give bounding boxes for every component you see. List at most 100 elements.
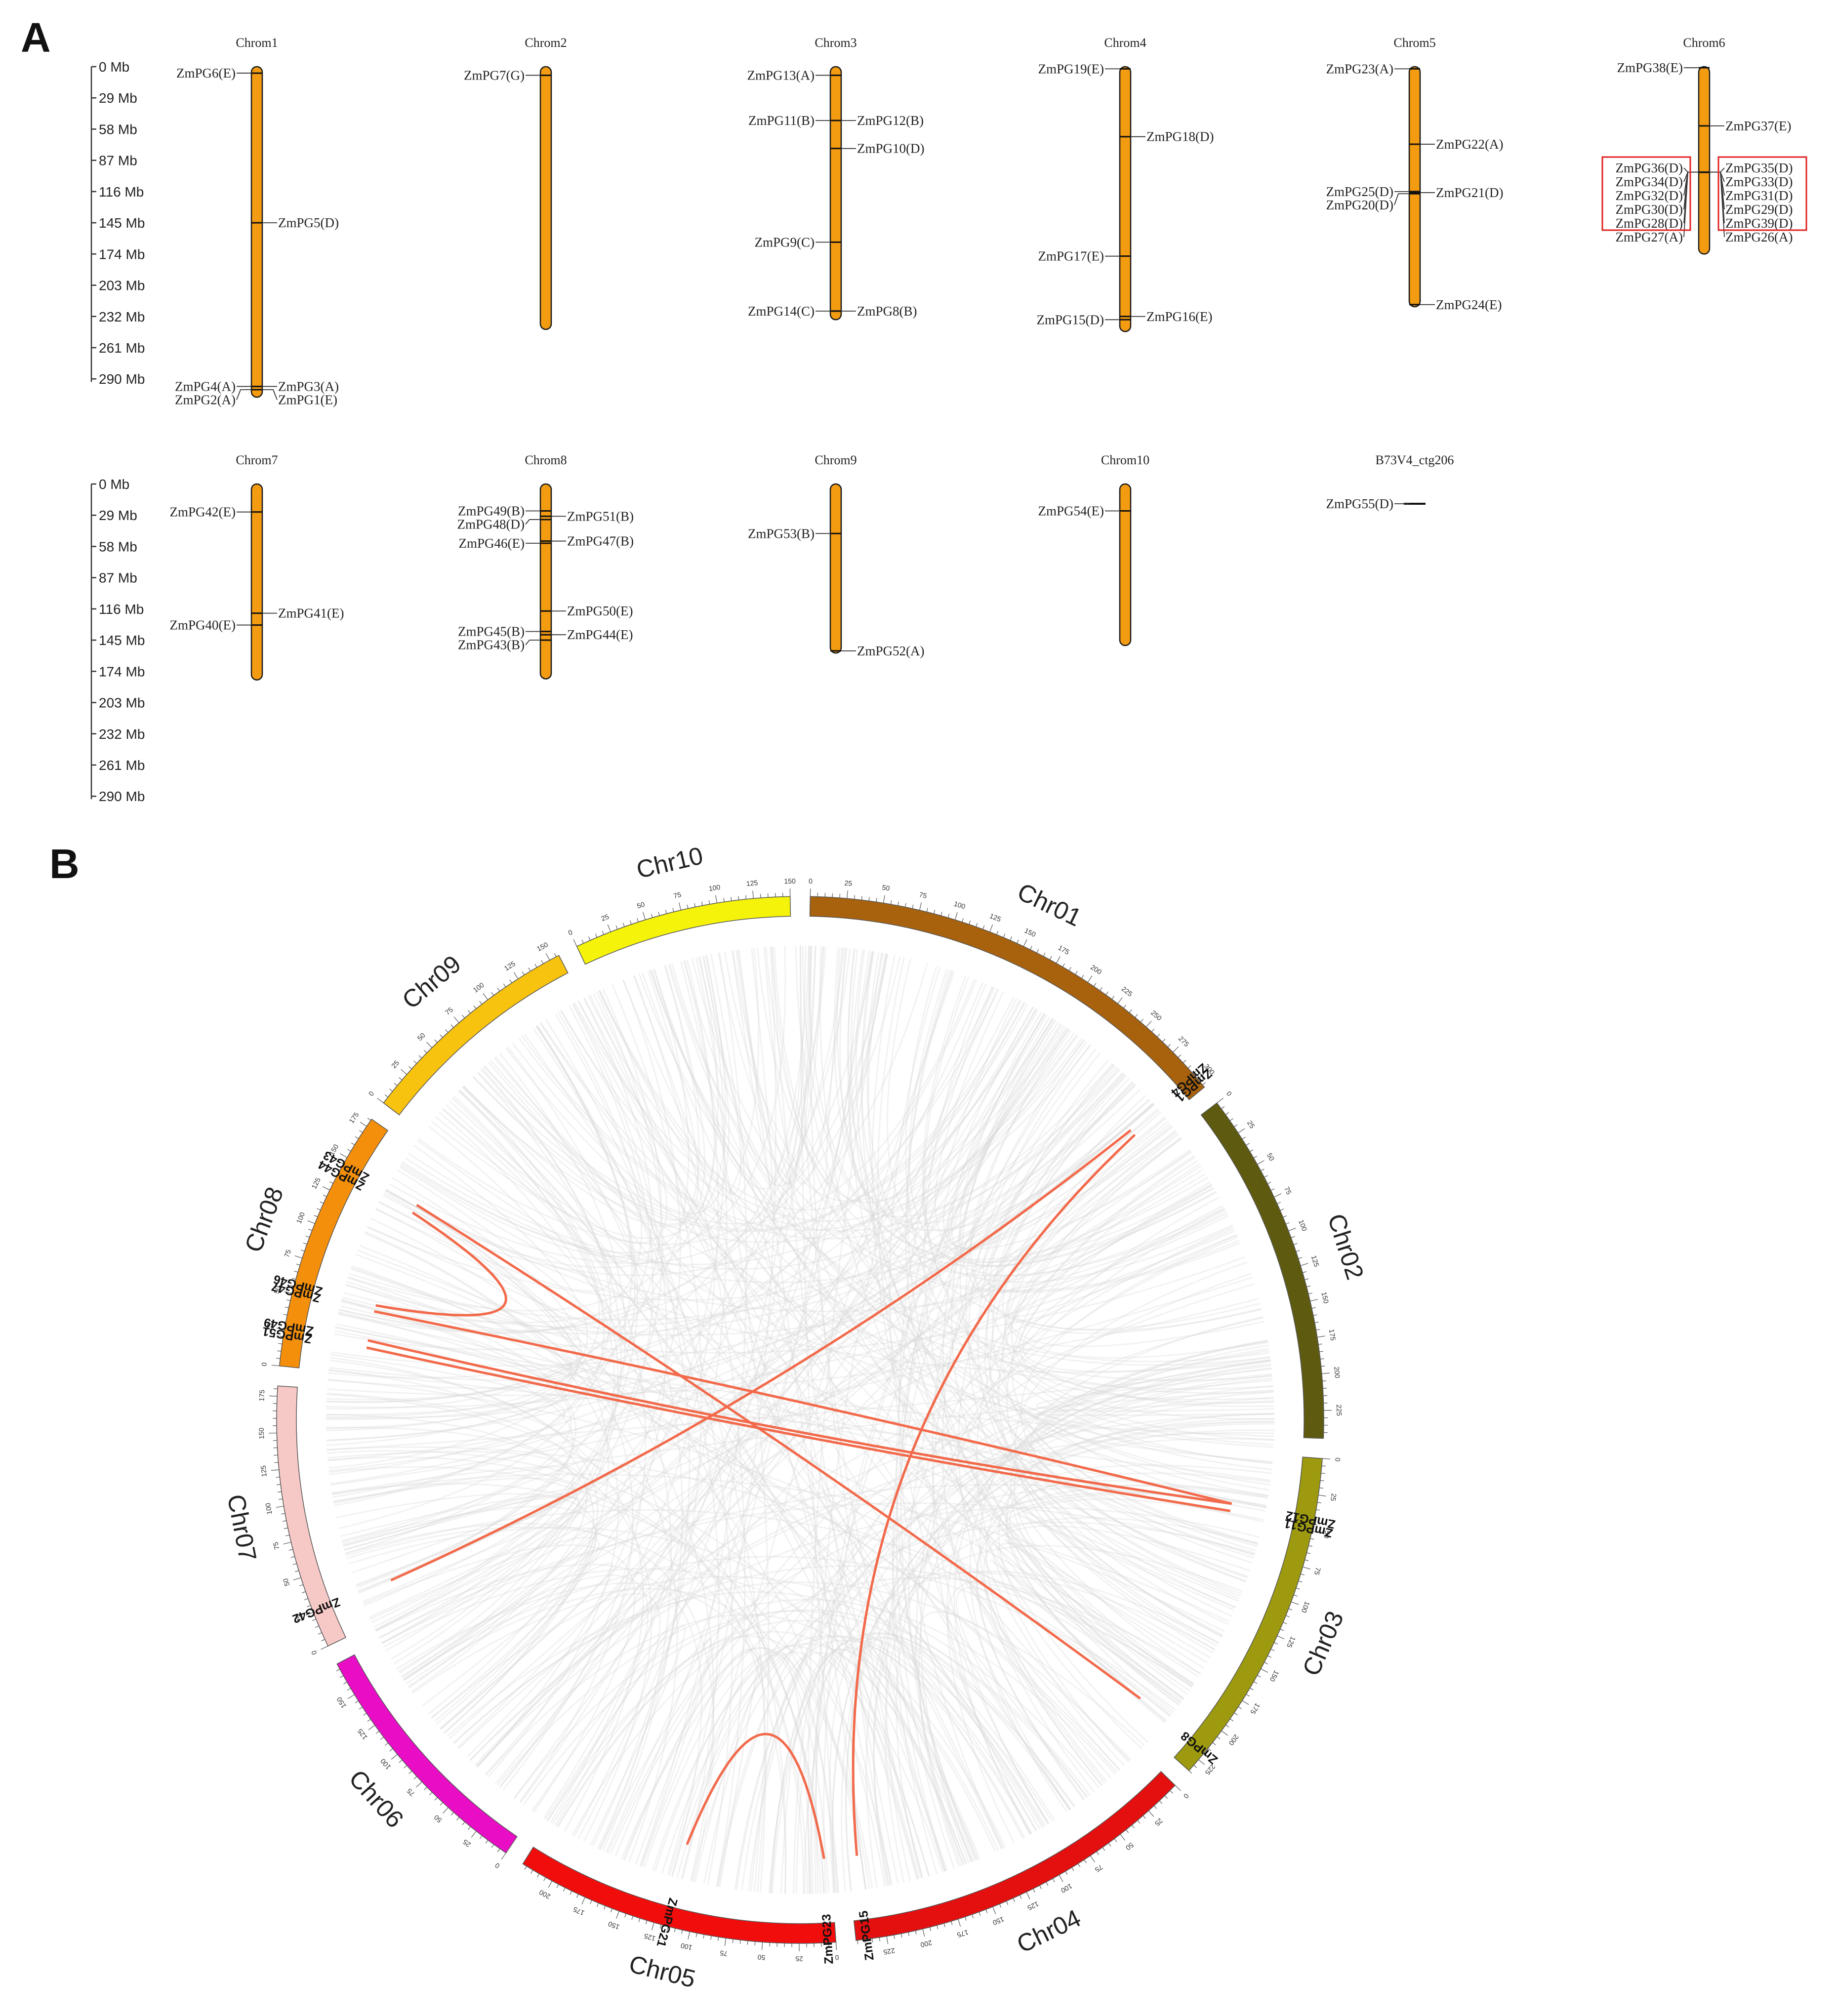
chromosome-title: B73V4_ctg206 <box>1376 453 1454 467</box>
arc-tick <box>1192 1071 1196 1074</box>
arc-tick <box>607 924 611 932</box>
background-link <box>1022 1205 1270 1372</box>
background-link <box>405 1130 1177 1283</box>
background-link <box>327 1450 944 1873</box>
gene-label: ZmPG18(D) <box>1146 129 1214 144</box>
arc-tick <box>295 1570 299 1572</box>
arc-tick-label: 225 <box>1335 1405 1343 1416</box>
background-link <box>898 987 1003 1850</box>
gene-label: ZmPG20(D) <box>1326 198 1394 212</box>
background-link <box>845 1413 1274 1892</box>
arc-tick-label: 200 <box>1333 1366 1342 1378</box>
gene-label: ZmPG46(E) <box>459 536 525 551</box>
gene-label: ZmPG27(A) <box>1616 230 1683 244</box>
arc-tick <box>473 1005 477 1009</box>
arc-tick <box>1229 1118 1233 1121</box>
background-link <box>335 1326 1274 1437</box>
gene-label: ZmPG48(D) <box>457 517 525 532</box>
background-link <box>499 959 719 1787</box>
arc-tick <box>900 1934 902 1938</box>
background-link <box>518 1038 1126 1240</box>
arc-tick-label: 25 <box>294 1613 304 1623</box>
background-link <box>989 1094 1223 1637</box>
arc-tick-label: 25 <box>390 1059 401 1070</box>
arc-tick <box>1305 1278 1309 1280</box>
arc-tick <box>1322 1458 1331 1459</box>
arc-tick-label: 25 <box>600 912 611 923</box>
background-link <box>523 1609 1091 1806</box>
background-link <box>341 1098 1150 1542</box>
arc-tick <box>681 1930 683 1934</box>
arc-tick <box>513 972 519 979</box>
arc-tick <box>408 1066 412 1069</box>
arc-tick <box>1102 1847 1105 1851</box>
chromosome-arc <box>576 896 791 965</box>
background-link <box>453 1565 1193 1744</box>
scale-tick-label: 145 Mb <box>99 633 145 648</box>
background-link <box>984 1078 1223 1638</box>
scale-tick-label: 290 Mb <box>99 371 145 387</box>
background-link <box>906 969 1182 1704</box>
arc-tick-label: 100 <box>295 1211 307 1225</box>
chromosome-bar <box>829 483 842 654</box>
arc-tick <box>659 1924 661 1929</box>
gene-leader-line <box>1394 193 1409 205</box>
arc-tick <box>937 1925 939 1930</box>
arc-tick <box>1277 1635 1285 1640</box>
background-link <box>326 1201 578 1441</box>
background-link <box>326 1098 1150 1442</box>
arc-tick-label: 50 <box>432 1814 443 1824</box>
arc-tick <box>312 1618 316 1621</box>
background-link <box>343 1488 574 1574</box>
arc-tick <box>1148 1810 1154 1817</box>
arc-tick <box>315 1625 319 1628</box>
background-link <box>381 1484 1266 1644</box>
arc-tick <box>1270 1188 1275 1191</box>
background-link <box>859 1646 974 1886</box>
background-link <box>847 949 1188 1695</box>
arc-tick <box>1017 939 1019 944</box>
gene-label: ZmPG26(A) <box>1725 230 1793 244</box>
arc-tick <box>876 898 877 902</box>
background-link <box>815 970 953 1894</box>
background-link <box>330 1089 1141 1485</box>
gene-label: ZmPG30(D) <box>1616 202 1683 217</box>
arc-tick <box>289 1549 293 1551</box>
background-link <box>795 946 1257 1552</box>
background-link <box>942 1020 1125 1767</box>
gene-label: ZmPG10(D) <box>857 141 925 156</box>
background-link <box>577 1000 1240 1600</box>
background-link <box>351 1265 1050 1824</box>
arc-tick <box>1026 1892 1030 1899</box>
background-link <box>550 957 728 1823</box>
background-link <box>650 969 1253 1564</box>
chromosome-bar <box>1408 66 1421 308</box>
background-link <box>442 1108 948 1871</box>
gene-label: ZmPG7(G) <box>464 68 525 82</box>
arc-tick <box>367 1118 371 1121</box>
background-link <box>1011 1155 1259 1544</box>
arc-tick <box>491 1844 494 1848</box>
panel-a-letter: A <box>21 14 51 61</box>
arc-tick-label: 150 <box>784 877 796 885</box>
gene-label: ZmPG47(B) <box>567 534 634 549</box>
arc-tick <box>604 1905 606 1910</box>
arc-tick <box>861 896 862 900</box>
arc-tick <box>450 1024 454 1028</box>
background-link <box>340 1495 581 1639</box>
background-link <box>532 1027 766 1893</box>
gene-label: ZmPG52(A) <box>857 644 925 658</box>
arc-tick <box>940 912 942 916</box>
background-link <box>683 960 1270 1486</box>
background-link <box>849 950 1034 1201</box>
chromosome-bar <box>250 483 263 681</box>
background-link <box>461 1038 1083 1243</box>
arc-tick-label: 25 <box>844 879 853 887</box>
background-link <box>326 986 994 1401</box>
background-link <box>373 1025 639 1628</box>
arc-tick <box>1246 1693 1250 1697</box>
gene-label: ZmPG43(B) <box>458 638 525 652</box>
arc-tick <box>1293 1594 1298 1597</box>
background-link <box>831 1485 1268 1893</box>
background-link <box>941 1052 1101 1810</box>
